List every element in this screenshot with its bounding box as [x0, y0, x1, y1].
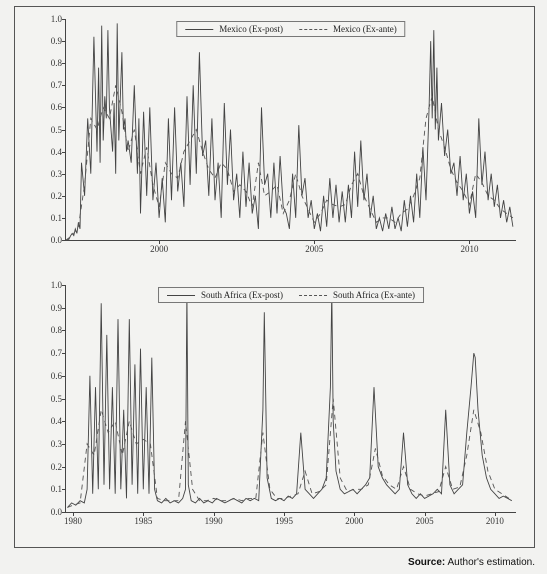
ytick-label: 0.3: [51, 439, 62, 449]
xtick-label: 1980: [64, 516, 82, 526]
ytick-label: 0.9: [51, 303, 62, 313]
ytick-label: 0.8: [51, 325, 62, 335]
line-swatch-dashed: [299, 29, 327, 30]
source-line: Source: Author's estimation.: [408, 557, 535, 568]
line-swatch-solid: [167, 295, 195, 296]
bottom-plot-area: South Africa (Ex-post) South Africa (Ex-…: [65, 285, 516, 513]
series-sa_expost: [67, 290, 511, 508]
xtick-label: 2000: [150, 244, 168, 254]
figure-frame: Mexico (Ex-post) Mexico (Ex-ante) 0.0 0.1…: [14, 6, 535, 548]
top-legend: Mexico (Ex-post) Mexico (Ex-ante): [176, 21, 405, 37]
ytick-label: 0.6: [51, 102, 62, 112]
ytick-label: 0.1: [51, 484, 62, 494]
xtick-label: 1995: [275, 516, 293, 526]
ytick-label: 0.4: [51, 416, 62, 426]
xtick-label: 2005: [305, 244, 323, 254]
line-swatch-dashed: [299, 295, 327, 296]
xtick-label: 2000: [345, 516, 363, 526]
xtick-label: 1990: [205, 516, 223, 526]
ytick-label: 0.0: [51, 235, 62, 245]
xtick-label: 1985: [134, 516, 152, 526]
top-plot-area: Mexico (Ex-post) Mexico (Ex-ante) 0.00.1…: [65, 19, 516, 241]
bottom-panel: South Africa (Ex-post) South Africa (Ex-…: [25, 279, 524, 537]
xtick-label: 2005: [416, 516, 434, 526]
bottom-legend: South Africa (Ex-post) South Africa (Ex-…: [158, 287, 424, 303]
top-legend-item-expost: Mexico (Ex-post): [185, 24, 283, 34]
source-label: Source:: [408, 557, 445, 568]
source-text: Author's estimation.: [445, 557, 535, 568]
ytick-label: 0.1: [51, 213, 62, 223]
ytick-label: 0.9: [51, 36, 62, 46]
line-swatch-solid: [185, 29, 213, 30]
top-legend-item-exante: Mexico (Ex-ante): [299, 24, 397, 34]
ytick-label: 0.5: [51, 394, 62, 404]
top-plot-svg: [66, 19, 516, 240]
series-mexico_expost: [66, 23, 513, 240]
xtick-label: 2010: [460, 244, 478, 254]
page: Mexico (Ex-post) Mexico (Ex-ante) 0.0 0.1…: [0, 0, 547, 574]
top-legend-label-1: Mexico (Ex-post): [219, 24, 283, 34]
bottom-legend-item-expost: South Africa (Ex-post): [167, 290, 283, 300]
top-legend-label-2: Mexico (Ex-ante): [333, 24, 397, 34]
bottom-legend-label-2: South Africa (Ex-ante): [333, 290, 415, 300]
ytick-label: 0.4: [51, 147, 62, 157]
top-panel: Mexico (Ex-post) Mexico (Ex-ante) 0.0 0.1…: [25, 13, 524, 265]
ytick-label: 0.2: [51, 462, 62, 472]
bottom-plot-svg: [66, 285, 516, 512]
ytick-label: 0.0: [51, 507, 62, 517]
xtick-label: 2010: [486, 516, 504, 526]
bottom-legend-label-1: South Africa (Ex-post): [201, 290, 283, 300]
ytick-label: 0.7: [51, 348, 62, 358]
bottom-legend-item-exante: South Africa (Ex-ante): [299, 290, 415, 300]
ytick-label: 0.6: [51, 371, 62, 381]
ytick-label: 0.7: [51, 80, 62, 90]
ytick-label: 0.8: [51, 58, 62, 68]
ytick-label: 0.5: [51, 125, 62, 135]
ytick-label: 1.0: [51, 280, 62, 290]
ytick-label: 0.2: [51, 191, 62, 201]
ytick-label: 1.0: [51, 14, 62, 24]
ytick-label: 0.3: [51, 169, 62, 179]
